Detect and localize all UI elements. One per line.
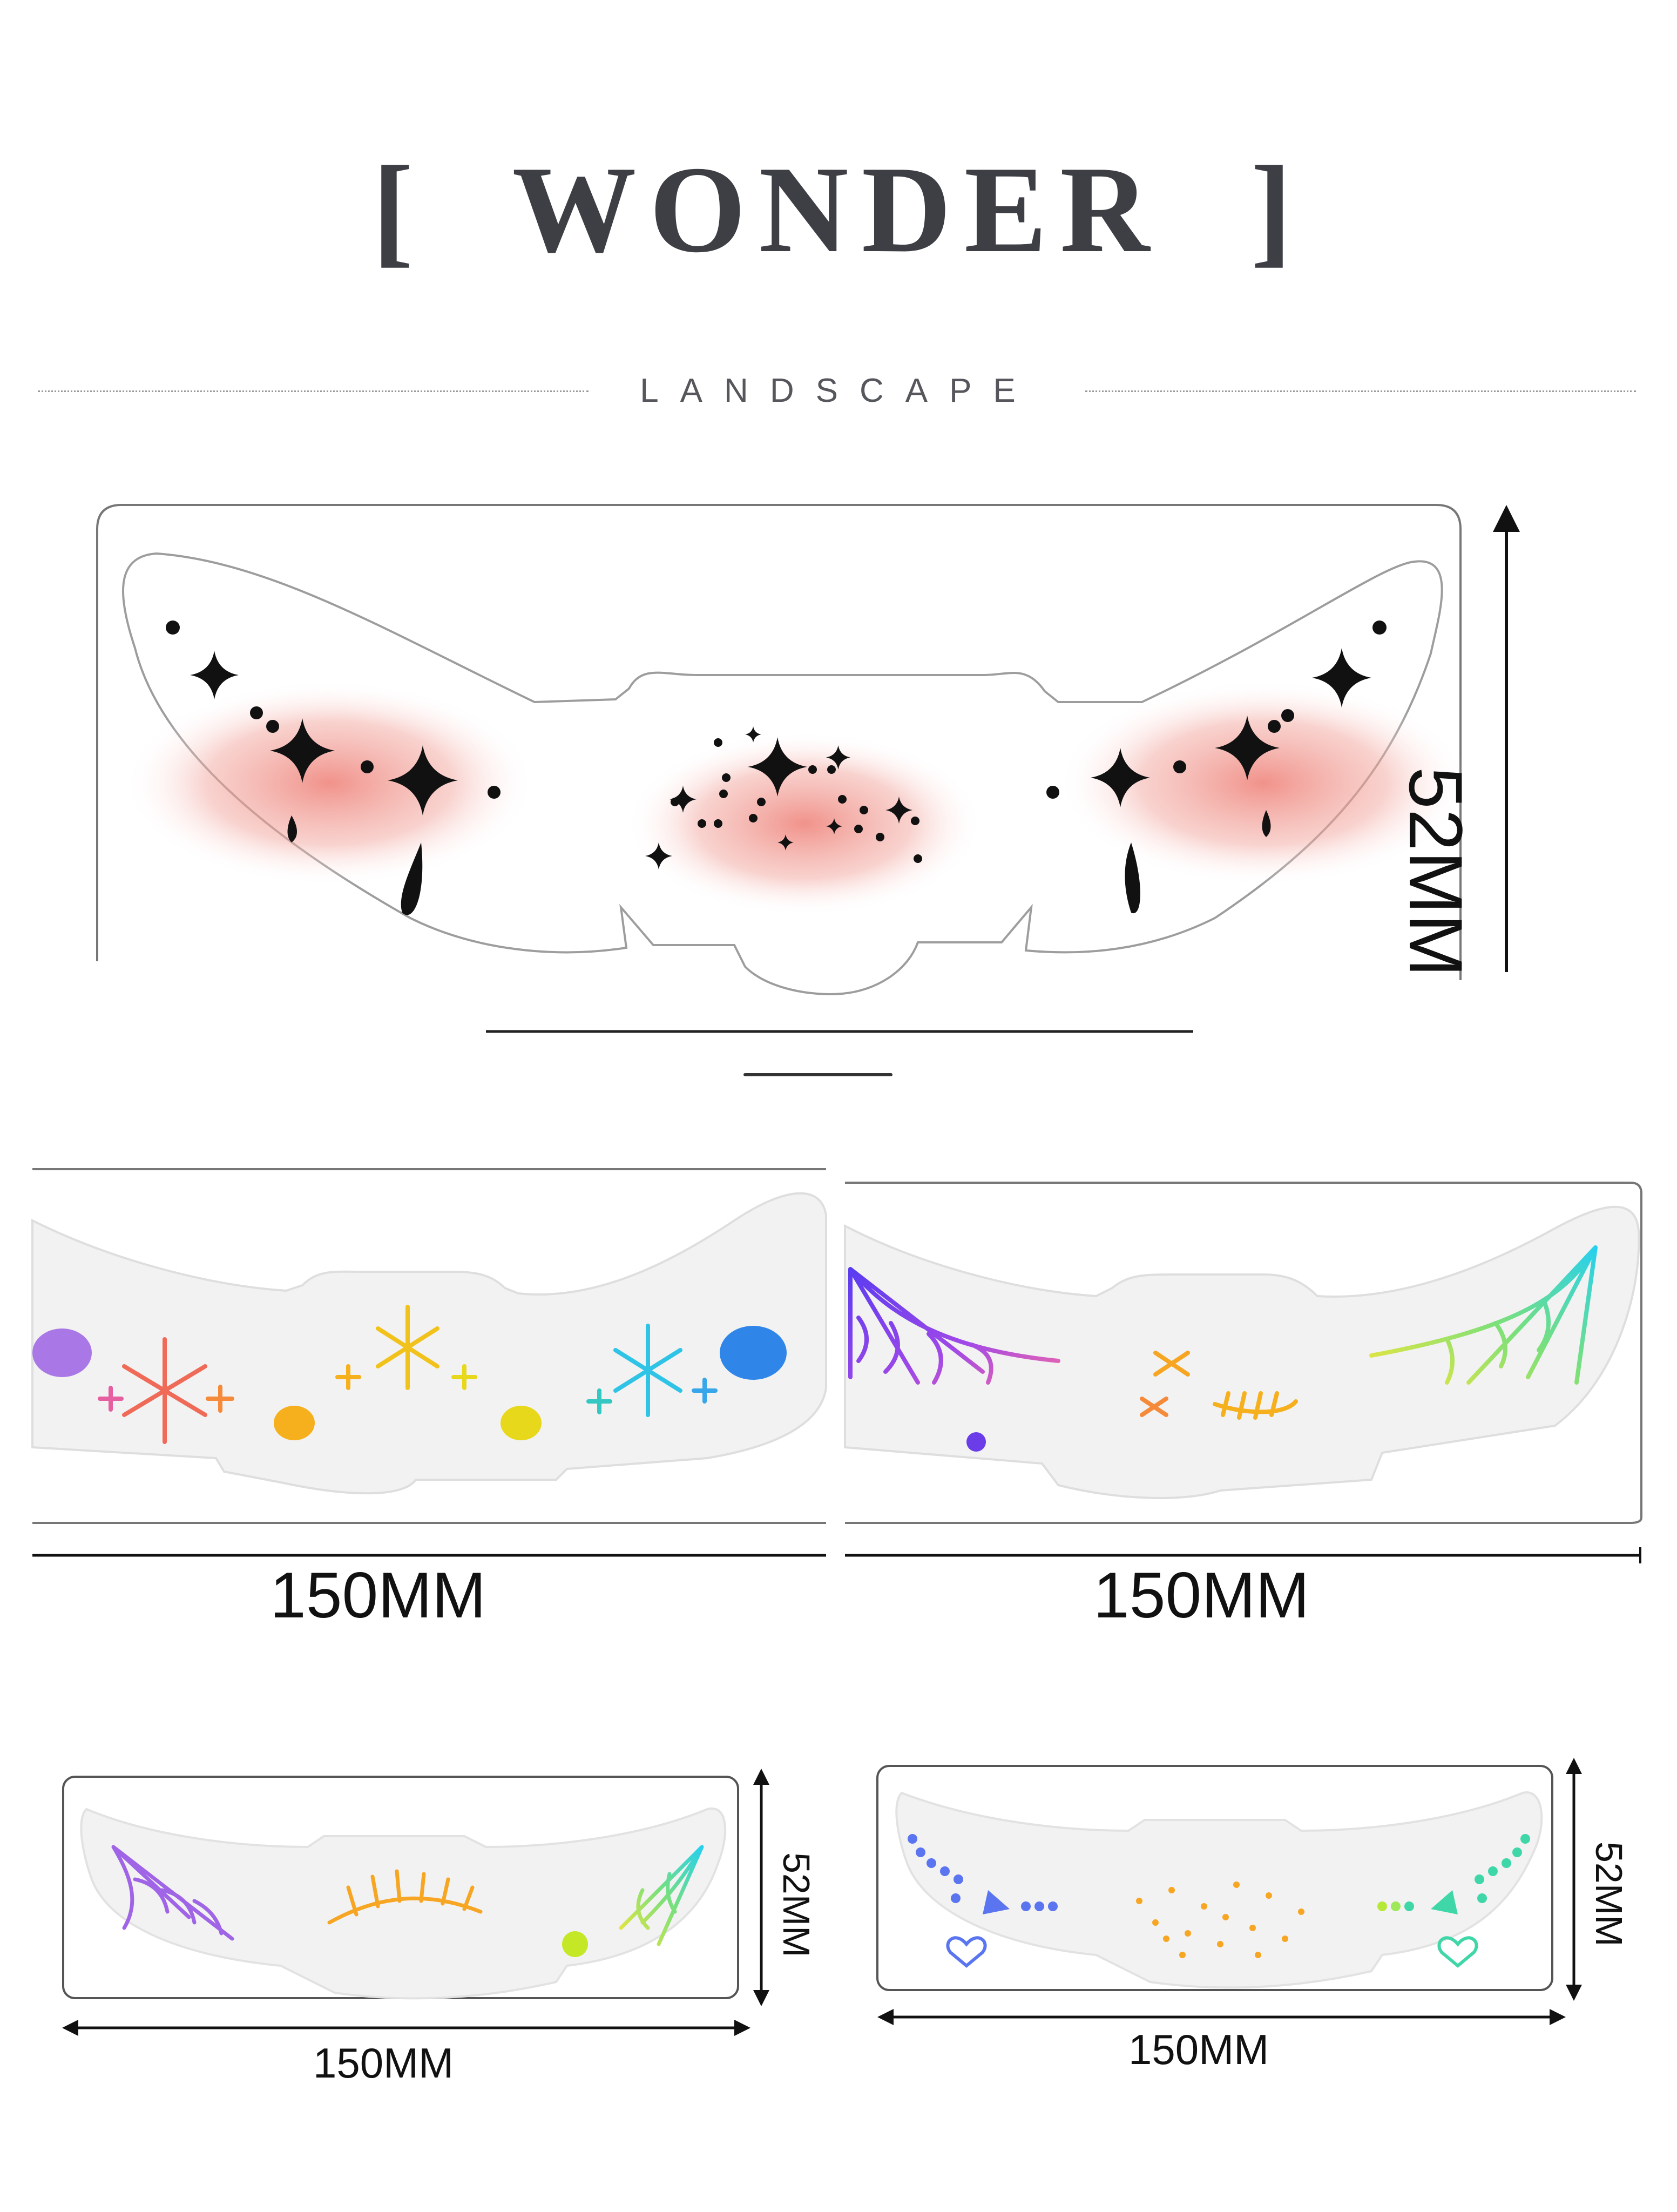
variant-4-decorations — [908, 1834, 1530, 1968]
variant-3-dimensions — [62, 1769, 769, 2036]
variant-2-width-label: 150MM — [1093, 1559, 1310, 1631]
main-sticker-freckle-stars — [645, 726, 922, 869]
page-title: [ WONDER ] — [372, 140, 1305, 278]
variant-1-decorations — [32, 1305, 787, 1444]
variant-3-height-label: 52MM — [775, 1852, 817, 1958]
variant-4-dimensions — [877, 1758, 1582, 2025]
section-subtitle: LANDSCAPE — [640, 372, 1037, 409]
main-height-label: 52MM — [1394, 767, 1478, 977]
main-sticker-stars-left — [166, 621, 501, 915]
variant-4-height-label: 52MM — [1588, 1842, 1630, 1947]
main-sticker-stars-right — [1046, 621, 1387, 914]
variant-1-card — [31, 1168, 827, 1557]
main-sticker-shape — [121, 552, 1469, 995]
variant-2-decorations — [848, 1245, 1598, 1452]
variant-1-width-label: 150MM — [270, 1559, 486, 1631]
left-divider — [38, 390, 589, 392]
variant-4-card — [876, 1765, 1553, 1991]
variant-3-decorations — [111, 1845, 704, 1957]
main-sticker-card — [96, 504, 1462, 1076]
variant-2-card — [844, 1182, 1642, 1563]
right-divider — [1085, 390, 1636, 392]
variant-3-width-label: 150MM — [313, 2039, 454, 2087]
height-dimension-arrow — [1493, 505, 1520, 972]
variant-4-width-label: 150MM — [1128, 2026, 1269, 2073]
